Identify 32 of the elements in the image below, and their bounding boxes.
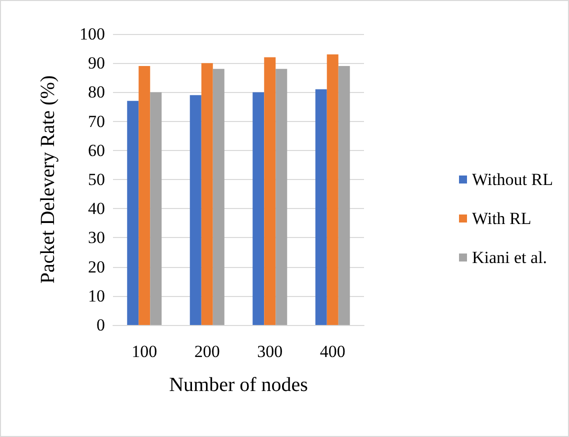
bar: [326, 54, 338, 325]
legend-label: Without RL: [472, 170, 554, 189]
x-axis-title: Number of nodes: [169, 374, 308, 396]
bar: [315, 89, 327, 325]
bar: [150, 92, 162, 325]
legend-label: Kiani et al.: [472, 248, 548, 267]
y-tick-label: 0: [96, 316, 105, 334]
bar: [212, 68, 224, 325]
bar: [201, 63, 213, 325]
y-tick-label: 90: [88, 54, 105, 73]
x-tick-label: 300: [257, 342, 283, 361]
bar: [252, 92, 264, 325]
y-tick-label: 80: [88, 82, 105, 102]
bar: [190, 95, 202, 325]
x-tick-label: 100: [132, 342, 158, 361]
legend-label: With RL: [472, 209, 532, 228]
y-axis-title: Packet Delevery Rate (%): [37, 75, 59, 284]
y-tick-label: 60: [88, 140, 105, 160]
x-tick-label: 200: [194, 342, 220, 361]
bar: [138, 66, 150, 325]
y-tick-label: 50: [88, 170, 105, 189]
y-tick-label: 10: [88, 286, 105, 306]
bar: [264, 57, 276, 325]
x-tick-label: 400: [320, 342, 346, 361]
y-tick-label: 70: [88, 112, 105, 131]
y-tick-label: 20: [88, 257, 105, 276]
bar: [127, 100, 139, 325]
y-tick-label: 100: [80, 24, 105, 44]
bar: [338, 66, 350, 325]
y-tick-label: 30: [88, 228, 105, 248]
bar: [276, 68, 288, 325]
y-tick-label: 40: [88, 199, 105, 218]
